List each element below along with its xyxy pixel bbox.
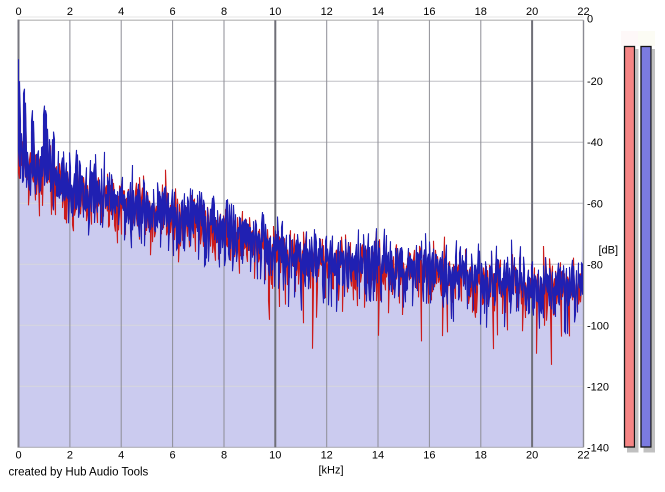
svg-text:created by Hub Audio Tools: created by Hub Audio Tools	[9, 467, 149, 479]
svg-text:[kHz]: [kHz]	[318, 465, 343, 477]
svg-text:0: 0	[15, 450, 21, 462]
svg-text:-100: -100	[587, 320, 609, 332]
svg-text:12: 12	[321, 6, 333, 18]
svg-text:20: 20	[526, 6, 538, 18]
svg-text:-80: -80	[587, 259, 603, 271]
svg-text:[dB]: [dB]	[599, 245, 619, 257]
svg-text:10: 10	[269, 450, 281, 462]
svg-text:22: 22	[577, 450, 589, 462]
svg-text:16: 16	[423, 6, 435, 18]
svg-text:2: 2	[67, 450, 73, 462]
svg-text:6: 6	[170, 450, 176, 462]
svg-text:12: 12	[321, 450, 333, 462]
svg-text:18: 18	[475, 450, 487, 462]
svg-text:-140: -140	[587, 442, 609, 454]
svg-text:0: 0	[587, 14, 593, 26]
svg-text:8: 8	[221, 6, 227, 18]
svg-text:-120: -120	[587, 381, 609, 393]
svg-text:16: 16	[423, 450, 435, 462]
svg-text:20: 20	[526, 450, 538, 462]
svg-text:4: 4	[118, 6, 124, 18]
svg-text:18: 18	[475, 6, 487, 18]
svg-text:2: 2	[67, 6, 73, 18]
svg-text:0: 0	[15, 6, 21, 18]
svg-text:14: 14	[372, 6, 384, 18]
svg-text:4: 4	[118, 450, 124, 462]
svg-text:14: 14	[372, 450, 384, 462]
svg-text:-60: -60	[587, 198, 603, 210]
svg-text:10: 10	[269, 6, 281, 18]
svg-text:6: 6	[170, 6, 176, 18]
svg-text:22: 22	[577, 6, 589, 18]
svg-text:-40: -40	[587, 137, 603, 149]
svg-text:8: 8	[221, 450, 227, 462]
svg-text:-20: -20	[587, 76, 603, 88]
